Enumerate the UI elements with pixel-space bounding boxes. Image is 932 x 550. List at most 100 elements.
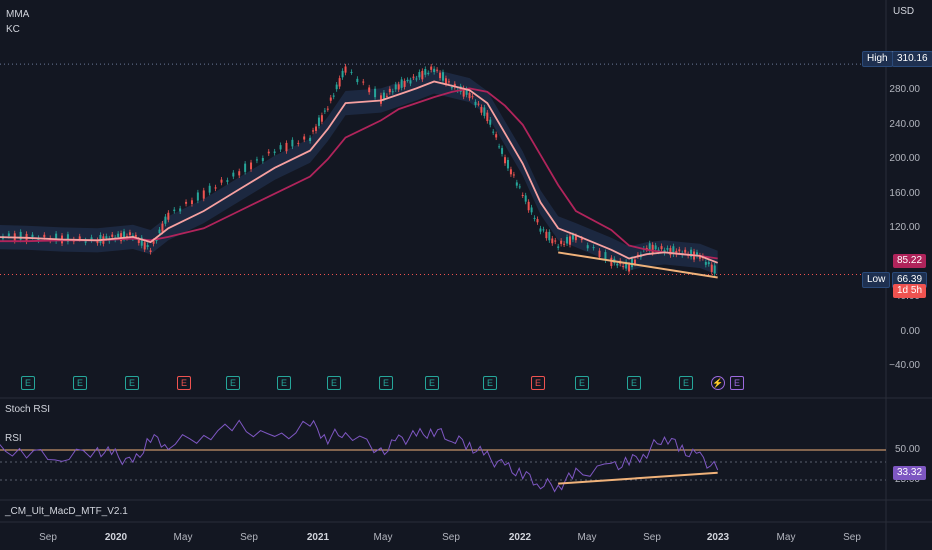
y-tick-label: 160.00 [889, 187, 920, 199]
earnings-marker-icon[interactable]: E [327, 376, 341, 390]
candle-body [350, 71, 353, 73]
legend-kc[interactable]: KC [6, 24, 20, 35]
low-label-badge: Low [862, 272, 891, 288]
candle-body [459, 86, 462, 92]
macd-title[interactable]: _CM_Ult_MacD_MTF_V2.1 [5, 506, 128, 517]
candle-body [495, 134, 498, 138]
candle-body [326, 108, 329, 110]
countdown-badge: 1d 5h [893, 284, 927, 298]
candle-body [388, 88, 391, 93]
candle-body [158, 229, 161, 234]
candle-body [557, 246, 560, 248]
candle-body [669, 248, 672, 256]
candle-body [666, 248, 669, 250]
earnings-marker-icon[interactable]: E [730, 376, 744, 390]
candle-body [574, 235, 577, 241]
candle-body [415, 78, 418, 80]
x-tick-label: Sep [643, 532, 661, 543]
candle-body [391, 91, 394, 93]
candle-body [412, 76, 415, 78]
candle-body [261, 158, 264, 162]
candle-body [137, 239, 140, 243]
candle-body [684, 249, 687, 253]
candle-body [648, 243, 651, 251]
earnings-marker-icon[interactable]: E [73, 376, 87, 390]
candle-body [433, 68, 436, 73]
candle-body [462, 88, 465, 97]
candle-body [90, 237, 93, 241]
candle-body [320, 115, 323, 122]
candle-body [427, 72, 430, 74]
candle-body [143, 242, 146, 250]
candle-body [604, 252, 607, 261]
currency-label: USD [893, 6, 915, 17]
candle-body [486, 112, 489, 122]
earnings-marker-icon[interactable]: E [277, 376, 291, 390]
candle-body [374, 88, 377, 98]
candle-body [117, 233, 120, 238]
legend-mma[interactable]: MMA [6, 9, 30, 20]
candle-body [335, 84, 338, 90]
candle-body [220, 179, 223, 183]
earnings-marker-icon[interactable]: E [226, 376, 240, 390]
candle-body [563, 243, 566, 245]
candle-body [285, 142, 288, 152]
candle-body [329, 97, 332, 101]
candle-body [111, 234, 114, 237]
candle-body [518, 186, 521, 188]
candle-body [560, 240, 563, 244]
candle-body [418, 72, 421, 78]
earnings-marker-icon[interactable]: E [425, 376, 439, 390]
candle-body [521, 195, 524, 197]
high-value-badge: 310.16 [892, 51, 932, 67]
rsi-title[interactable]: RSI [5, 433, 22, 444]
candle-body [267, 151, 270, 154]
earnings-marker-icon[interactable]: E [21, 376, 35, 390]
candle-body [542, 229, 545, 231]
rsi-line [0, 419, 719, 493]
candle-body [123, 231, 126, 239]
candle-body [504, 157, 507, 164]
candle-body [571, 234, 574, 240]
x-tick-label: May [577, 532, 597, 543]
earnings-marker-icon[interactable]: E [627, 376, 641, 390]
candle-body [501, 148, 504, 154]
stoch-rsi-title[interactable]: Stoch RSI [5, 404, 51, 415]
candle-body [382, 92, 385, 99]
candle-body [512, 174, 515, 176]
dividend-marker-icon[interactable]: ⚡ [711, 376, 725, 390]
earnings-marker-icon[interactable]: E [679, 376, 693, 390]
x-tick-label: May [373, 532, 393, 543]
earnings-marker-icon[interactable]: E [379, 376, 393, 390]
candle-body [471, 96, 474, 98]
candle-body [421, 70, 424, 80]
candle-body [152, 240, 155, 244]
candle-body [238, 171, 241, 176]
candle-body [527, 201, 530, 211]
candle-body [439, 72, 442, 79]
candle-body [250, 162, 253, 170]
candle-body [580, 238, 583, 240]
earnings-marker-icon[interactable]: E [575, 376, 589, 390]
candle-body [214, 187, 217, 189]
candle-body [167, 212, 170, 220]
candle-body [554, 240, 557, 242]
candle-body [232, 172, 235, 177]
candle-body [173, 209, 176, 212]
x-tick-label: May [776, 532, 796, 543]
candle-body [698, 255, 701, 259]
candle-body [279, 145, 282, 150]
candle-body [78, 236, 81, 240]
candle-body [312, 130, 315, 132]
earnings-marker-icon[interactable]: E [483, 376, 497, 390]
candle-body [474, 101, 477, 106]
earnings-marker-icon[interactable]: E [531, 376, 545, 390]
candle-body [403, 81, 406, 87]
candle-body [568, 236, 571, 245]
earnings-marker-icon[interactable]: E [125, 376, 139, 390]
candle-body [356, 78, 359, 83]
candle-body [506, 159, 509, 169]
candle-body [309, 137, 312, 142]
earnings-marker-icon[interactable]: E [177, 376, 191, 390]
